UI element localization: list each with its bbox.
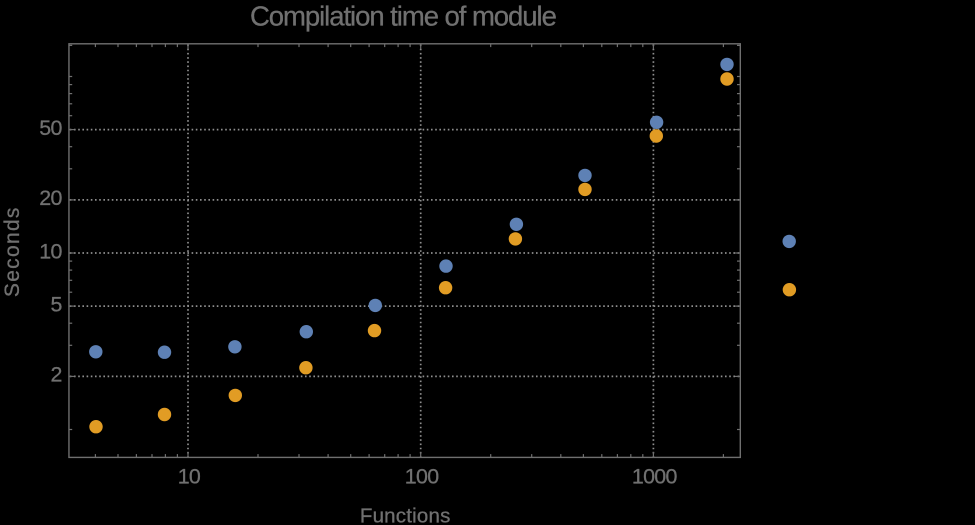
svg-text:10: 10 — [39, 239, 62, 263]
svg-text:Compilation time of module: Compilation time of module — [250, 1, 557, 32]
svg-text:50: 50 — [39, 116, 62, 140]
svg-text:100: 100 — [405, 465, 439, 489]
svg-text:2: 2 — [50, 363, 61, 387]
svg-text:5: 5 — [50, 292, 61, 316]
svg-text:Functions: Functions — [360, 505, 451, 525]
svg-text:20: 20 — [39, 186, 62, 210]
svg-text:10: 10 — [178, 465, 201, 489]
svg-text:Seconds: Seconds — [1, 206, 24, 297]
svg-text:1000: 1000 — [632, 465, 678, 489]
